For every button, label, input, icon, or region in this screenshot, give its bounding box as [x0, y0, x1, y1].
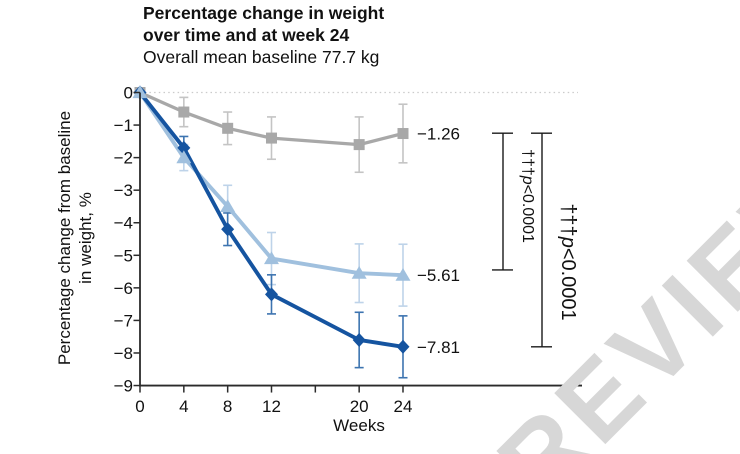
- svg-text:0: 0: [135, 397, 144, 416]
- bracket-2: †††p<0.0001: [531, 132, 579, 348]
- y-ticks: 0 −1 −2 −3 −4 −5 −6 −7 −8 −9: [114, 84, 140, 396]
- bracket-annotation-1: †††p<0.0001: [519, 149, 536, 243]
- markers-light-blue-triangles: [132, 85, 411, 281]
- svg-text:−1.26: −1.26: [417, 125, 460, 144]
- svg-text:20: 20: [350, 397, 369, 416]
- series-line-dark-blue-diamonds: [138, 91, 404, 349]
- series-line-gray-squares: [139, 90, 404, 147]
- svg-text:−8: −8: [114, 344, 133, 363]
- end-label-dark-blue-diamonds: −7.81: [417, 338, 460, 357]
- bracket-1: †††p<0.0001: [492, 132, 536, 271]
- svg-text:−2: −2: [114, 149, 133, 168]
- svg-text:−1: −1: [114, 116, 133, 135]
- series-line-light-blue-triangles: [138, 91, 404, 278]
- svg-text:−9: −9: [114, 377, 133, 396]
- svg-text:−6: −6: [114, 279, 133, 298]
- error-bars-light-blue-triangles: [179, 143, 408, 307]
- chart-title-line2: over time and at week 24: [143, 25, 350, 45]
- chart-subtitle: Overall mean baseline 77.7 kg: [143, 47, 380, 67]
- svg-text:24: 24: [394, 397, 413, 416]
- svg-text:−4: −4: [114, 214, 133, 233]
- svg-text:−3: −3: [114, 181, 133, 200]
- svg-text:8: 8: [223, 397, 232, 416]
- chart-title: Percentage change in weight over time an…: [143, 2, 384, 46]
- error-bars-gray-squares: [179, 96, 408, 174]
- end-label-light-blue-triangles: −5.61: [417, 266, 460, 285]
- end-label-gray-squares: −1.26: [417, 125, 460, 144]
- svg-text:12: 12: [262, 397, 281, 416]
- chart-title-line1: Percentage change in weight: [143, 3, 385, 23]
- svg-text:4: 4: [179, 397, 188, 416]
- x-ticks: 0 4 8 12 20 24: [135, 385, 413, 416]
- svg-text:−7.81: −7.81: [417, 338, 460, 357]
- svg-text:0: 0: [124, 84, 133, 103]
- x-axis-label: Weeks: [333, 416, 385, 435]
- svg-text:−5.61: −5.61: [417, 266, 460, 285]
- svg-text:−5: −5: [114, 246, 133, 265]
- bracket-annotation-2: †††p<0.0001: [557, 203, 579, 320]
- svg-text:−7: −7: [114, 311, 133, 330]
